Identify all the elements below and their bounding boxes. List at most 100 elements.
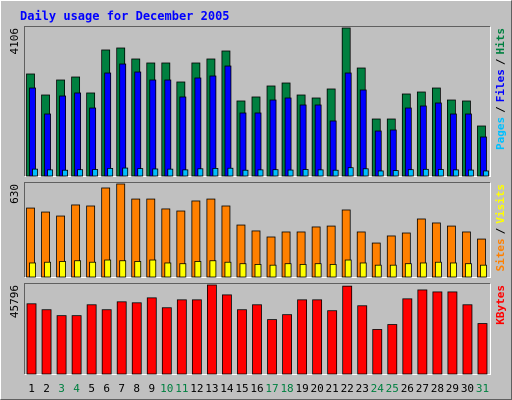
legend-entry: KBytes bbox=[494, 285, 507, 325]
bar bbox=[197, 168, 204, 177]
bar bbox=[161, 307, 172, 375]
y-tick-label: 45796 bbox=[8, 285, 21, 318]
x-tick-label: 4 bbox=[73, 382, 80, 395]
bar bbox=[207, 284, 217, 375]
bar bbox=[131, 302, 142, 375]
bar bbox=[29, 87, 36, 177]
bar bbox=[269, 99, 277, 177]
bar bbox=[176, 299, 187, 375]
bar bbox=[59, 95, 66, 177]
x-tick-label: 3 bbox=[58, 382, 65, 395]
bar bbox=[272, 169, 279, 177]
bar bbox=[372, 329, 383, 375]
bar bbox=[299, 264, 307, 278]
bar bbox=[222, 294, 232, 375]
legend-separator: / bbox=[494, 227, 507, 234]
plot-border-light bbox=[24, 283, 491, 375]
x-tick-label: 7 bbox=[118, 382, 125, 395]
x-tick-label: 9 bbox=[148, 382, 155, 395]
bar bbox=[312, 299, 323, 375]
bar bbox=[134, 261, 142, 278]
x-tick-label: 30 bbox=[461, 382, 474, 395]
legend-separator: / bbox=[494, 58, 507, 65]
bar bbox=[164, 79, 172, 177]
bar bbox=[477, 323, 488, 375]
bar bbox=[44, 261, 51, 278]
bar bbox=[389, 129, 397, 177]
bar bbox=[44, 113, 51, 177]
bar bbox=[26, 303, 37, 375]
bar bbox=[422, 168, 429, 177]
x-tick-label: 22 bbox=[341, 382, 354, 395]
x-tick-label: 18 bbox=[280, 382, 293, 395]
bar bbox=[314, 104, 322, 177]
bar bbox=[227, 167, 234, 177]
x-tick-label: 10 bbox=[160, 382, 173, 395]
bar bbox=[149, 79, 157, 177]
y-tick-label: 4106 bbox=[8, 28, 21, 55]
bar bbox=[347, 167, 354, 177]
bar bbox=[297, 299, 307, 375]
bar bbox=[419, 105, 427, 177]
bar bbox=[434, 261, 442, 278]
bar bbox=[146, 297, 157, 375]
bar bbox=[432, 291, 443, 375]
plot-border-dark bbox=[24, 26, 491, 177]
bar bbox=[191, 299, 202, 375]
bar bbox=[447, 291, 458, 375]
plot-border-dark bbox=[24, 182, 491, 278]
x-tick-label: 25 bbox=[386, 382, 399, 395]
bar bbox=[404, 263, 412, 278]
bar bbox=[404, 107, 412, 177]
bar bbox=[374, 130, 382, 177]
bar bbox=[107, 168, 114, 177]
x-tick-label: 12 bbox=[190, 382, 203, 395]
x-tick-label: 2 bbox=[43, 382, 50, 395]
x-tick-label: 13 bbox=[205, 382, 218, 395]
bar bbox=[465, 263, 472, 278]
legend: KBytes bbox=[494, 285, 507, 325]
bar bbox=[389, 264, 397, 278]
bar bbox=[257, 169, 264, 177]
x-tick-label: 6 bbox=[103, 382, 110, 395]
bar bbox=[71, 315, 82, 375]
bar bbox=[402, 298, 413, 375]
x-tick-label: 14 bbox=[220, 382, 234, 395]
bar bbox=[209, 260, 217, 278]
bar bbox=[74, 92, 82, 177]
x-tick-label: 16 bbox=[250, 382, 263, 395]
bar bbox=[327, 310, 338, 375]
plot-border-dark bbox=[24, 283, 491, 375]
bar bbox=[104, 72, 112, 177]
bar bbox=[302, 169, 309, 177]
bar bbox=[357, 305, 368, 375]
x-tick-label: 11 bbox=[175, 382, 188, 395]
bar bbox=[89, 261, 97, 278]
bar bbox=[89, 107, 97, 177]
bar bbox=[453, 169, 459, 177]
plot-border-light bbox=[24, 182, 491, 278]
bar bbox=[182, 169, 189, 177]
x-tick-label: 1 bbox=[28, 382, 35, 395]
legend-entry: Pages bbox=[494, 117, 507, 150]
bar bbox=[359, 262, 367, 278]
bar bbox=[314, 263, 322, 278]
bar bbox=[329, 120, 337, 177]
x-tick-label: 8 bbox=[133, 382, 140, 395]
bar bbox=[77, 169, 84, 177]
legend-entry: Files bbox=[494, 69, 507, 102]
legend-separator: / bbox=[494, 106, 507, 113]
bar bbox=[374, 264, 382, 278]
x-tick-label: 31 bbox=[476, 382, 489, 395]
x-tick-label: 20 bbox=[311, 382, 324, 395]
bar bbox=[149, 259, 157, 278]
legend-entry: Visits bbox=[494, 184, 507, 224]
x-tick-label: 15 bbox=[235, 382, 248, 395]
bar bbox=[342, 285, 353, 375]
bar bbox=[239, 112, 247, 177]
bar bbox=[269, 264, 277, 278]
x-tick-label: 24 bbox=[371, 382, 385, 395]
bar bbox=[119, 260, 127, 278]
x-tick-label: 5 bbox=[88, 382, 95, 395]
